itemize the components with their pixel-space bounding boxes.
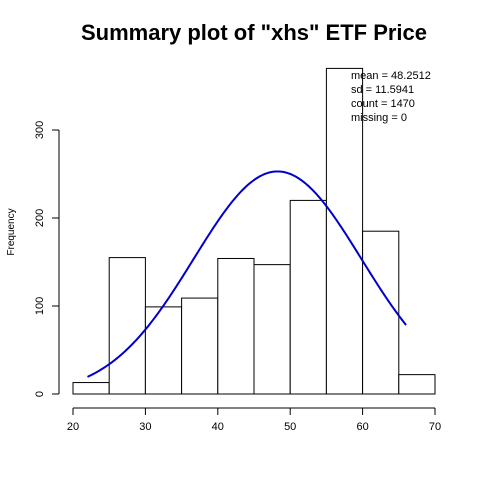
x-axis: 20 30 40 50 60 70 (67, 407, 441, 433)
y-tick-label: 200 (34, 209, 46, 227)
histogram-bar-1 (108, 257, 146, 395)
y-axis-label: Frequency (6, 208, 17, 255)
x-tick-label: 60 (356, 421, 368, 433)
y-axis: 0 100 200 300 (34, 121, 60, 397)
x-tick-label: 70 (429, 421, 441, 433)
chart-title: Summary plot of "xhs" ETF Price (81, 20, 427, 45)
x-tick-label: 50 (284, 421, 296, 433)
stat-missing: missing = 0 (351, 112, 407, 124)
y-tick-label: 0 (34, 391, 46, 397)
histogram-bar-6 (289, 199, 327, 395)
histogram-bar-3 (181, 297, 219, 395)
x-tick-label: 20 (67, 421, 79, 433)
stat-mean: mean = 48.2512 (351, 70, 431, 82)
histogram-bar-2 (144, 306, 183, 395)
histogram-bar-0 (72, 382, 110, 395)
summary-stats: mean = 48.2512 sd = 11.5941 count = 1470… (351, 70, 431, 124)
y-tick-label: 100 (34, 297, 46, 315)
x-tick-label: 40 (212, 421, 224, 433)
y-tick-label: 300 (34, 121, 46, 139)
histogram-bars (72, 67, 436, 395)
histogram-bar-4 (217, 257, 255, 395)
stat-count: count = 1470 (351, 98, 415, 110)
x-tick-label: 30 (139, 421, 151, 433)
density-curve (87, 170, 407, 378)
stat-sd: sd = 11.5941 (351, 84, 414, 96)
histogram-bar-9 (398, 374, 436, 395)
histogram-bar-8 (362, 230, 400, 395)
histogram-bar-5 (253, 264, 291, 395)
